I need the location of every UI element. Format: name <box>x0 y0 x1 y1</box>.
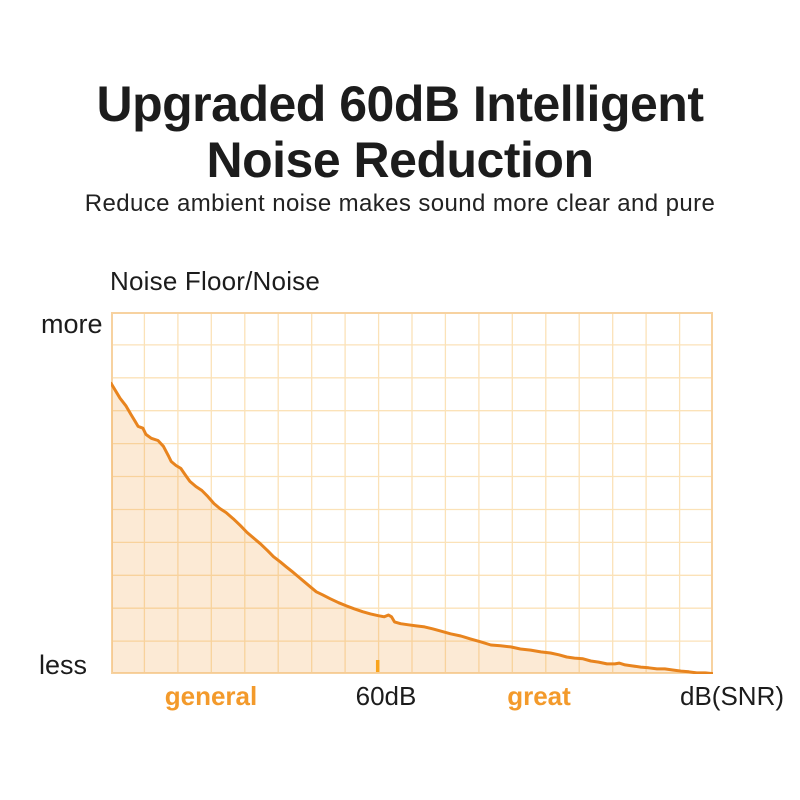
x-axis-label-great: great <box>507 681 571 711</box>
x-axis-label-dbsnr: dB(SNR) <box>679 681 785 711</box>
x-axis-label-general: general <box>164 681 258 711</box>
page-title: Upgraded 60dB Intelligent Noise Reduction <box>0 76 800 188</box>
page-subtitle: Reduce ambient noise makes sound more cl… <box>84 190 716 217</box>
page-title-line1: Upgraded 60dB Intelligent <box>96 75 704 132</box>
page-title-line2: Noise Reduction <box>206 131 594 188</box>
y-axis-label-less: less <box>39 650 88 680</box>
chart-title: Noise Floor/Noise <box>110 266 321 296</box>
y-axis-label-more: more <box>41 309 103 339</box>
noise-floor-area-chart <box>111 312 713 674</box>
x-axis-label-60db: 60dB <box>355 681 417 711</box>
